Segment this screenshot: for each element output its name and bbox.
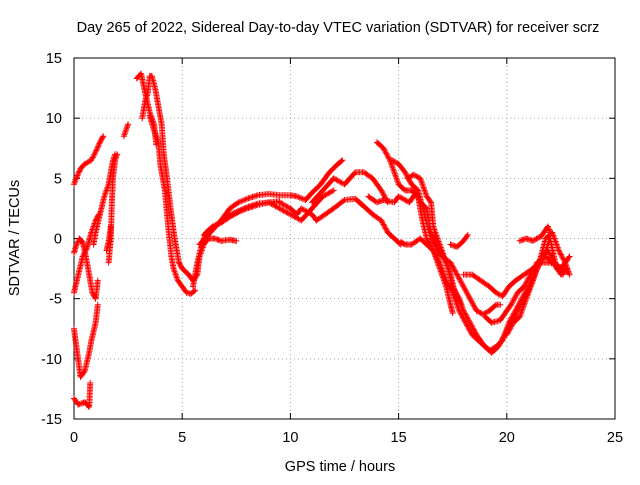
y-tick-label: -5: [49, 292, 62, 308]
x-tick-label: 20: [499, 430, 515, 446]
series-track-19: [356, 199, 404, 248]
series-track-3: [71, 301, 101, 380]
series-track-2: [71, 379, 94, 410]
marker-trace: [139, 73, 196, 284]
series-track-16: [196, 157, 346, 248]
marker-trace: [71, 379, 94, 410]
x-tick-label: 5: [178, 430, 186, 446]
y-tick-label: -15: [41, 412, 62, 428]
series-track-12: [146, 112, 199, 297]
marker-trace: [103, 223, 114, 254]
marker-trace: [71, 235, 101, 302]
grid-lines: [74, 58, 615, 419]
y-tick-label: 0: [54, 232, 62, 248]
data-markers: [71, 70, 573, 410]
chart-title: Day 265 of 2022, Sidereal Day-to-day VTE…: [77, 20, 600, 36]
series-track-18: [309, 169, 391, 206]
marker-trace: [71, 133, 107, 188]
y-tick-label: 10: [46, 111, 62, 127]
y-tick-label: 5: [54, 171, 62, 187]
marker-trace: [71, 301, 101, 380]
series-track-8: [103, 223, 114, 254]
marker-trace: [516, 223, 554, 244]
marker-trace: [196, 157, 346, 248]
series-track-1: [71, 133, 107, 188]
x-tick-label: 0: [70, 430, 78, 446]
y-tick-label: -10: [41, 352, 62, 368]
x-tick-label: 25: [607, 430, 623, 446]
series-track-5: [71, 235, 101, 302]
marker-trace: [503, 229, 573, 338]
marker-trace: [276, 195, 365, 224]
y-tick-label: 15: [46, 51, 62, 67]
y-axis-label: SDTVAR / TECUs: [7, 180, 23, 296]
series-track-9: [120, 121, 132, 140]
series-track-29: [516, 223, 554, 244]
series-track-25: [447, 231, 471, 250]
marker-trace: [146, 112, 199, 297]
marker-trace: [447, 231, 471, 250]
x-tick-label: 15: [391, 430, 407, 446]
axis-ticks: 0 5 10 15 20 25 -15 -10 -5 0 5 10 15: [41, 51, 623, 446]
marker-trace: [120, 121, 132, 140]
series-track-17: [276, 195, 365, 224]
x-axis-label: GPS time / hours: [285, 459, 395, 475]
marker-trace: [309, 169, 391, 206]
series-track-28: [503, 229, 573, 338]
marker-trace: [356, 199, 404, 248]
series-track-11: [139, 73, 196, 284]
x-tick-label: 10: [282, 430, 298, 446]
